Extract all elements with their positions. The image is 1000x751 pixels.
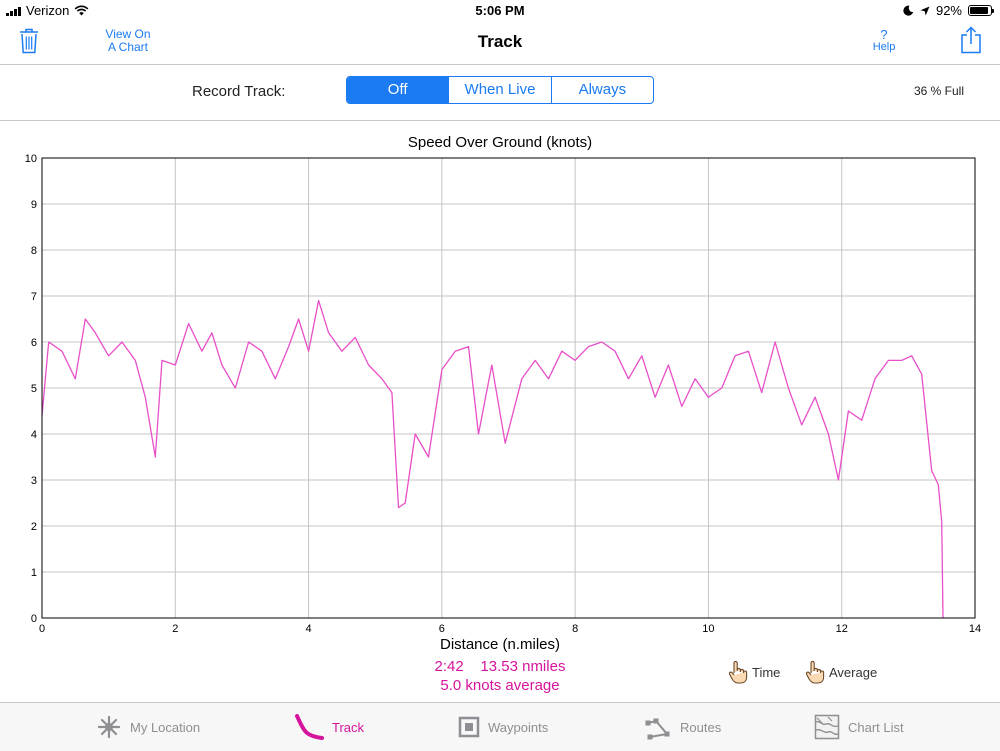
x-tick-label: 2 xyxy=(172,623,178,635)
speed-chart: 0 1 2 3 4 5 6 7 8 9 10 0 2 4 6 8 10 12 14 Speed Over Grou… xyxy=(0,130,1000,700)
tab-chart-list-label: Chart List xyxy=(848,719,904,735)
carrier-info: Verizon xyxy=(6,3,89,18)
tab-routes-label: Routes xyxy=(680,719,722,735)
chart-title: Speed Over Ground (knots) xyxy=(407,134,593,151)
help-icon: ? xyxy=(880,27,888,42)
time-option-button[interactable]: Time xyxy=(728,660,780,684)
y-tick-label: 3 xyxy=(31,475,37,487)
x-tick-label: 12 xyxy=(836,623,848,635)
plot-frame xyxy=(41,157,976,619)
help-button[interactable]: ? Help xyxy=(864,28,904,54)
y-tick-label: 4 xyxy=(31,429,37,441)
tab-routes[interactable]: Routes xyxy=(644,703,721,751)
x-axis-label: Distance (n.miles) xyxy=(439,636,561,653)
chart-list-icon xyxy=(814,714,840,740)
waypoints-icon xyxy=(458,716,480,738)
average-option-button[interactable]: Average xyxy=(805,660,877,684)
nav-bar: View On A Chart Track ? Help xyxy=(0,20,1000,65)
tab-track[interactable]: Track xyxy=(294,703,364,751)
tab-my-location-label: My Location xyxy=(130,719,201,735)
average-option-label: Average xyxy=(829,664,878,680)
tab-bar: My Location Track Waypoints Routes Chart… xyxy=(0,702,1000,751)
share-icon[interactable] xyxy=(960,26,982,54)
hand-pointer-icon xyxy=(805,660,825,684)
tab-chart-list[interactable]: Chart List xyxy=(814,703,904,751)
my-location-icon xyxy=(97,715,121,739)
view-on-chart-line1: View On xyxy=(105,27,151,41)
page-title: Track xyxy=(477,32,523,51)
y-tick-label: 10 xyxy=(25,153,37,165)
status-bar: Verizon 5:06 PM 92% xyxy=(0,0,1000,20)
status-time: 5:06 PM xyxy=(475,3,525,18)
x-tick-label: 4 xyxy=(306,623,312,635)
track-summary-distance: 2:42 13.53 nmiles xyxy=(434,658,566,675)
y-tick-label: 5 xyxy=(31,383,37,395)
y-tick-label: 2 xyxy=(31,521,37,533)
signal-icon xyxy=(6,6,21,16)
y-tick-label: 1 xyxy=(31,567,37,579)
y-tick-label: 9 xyxy=(31,199,37,211)
track-summary-average: 5.0 knots average xyxy=(440,677,560,694)
location-arrow-icon xyxy=(920,6,930,15)
battery-fill xyxy=(970,7,988,14)
record-track-segmented-control: Off When Live Always xyxy=(346,76,654,104)
speed-series-line xyxy=(41,299,944,619)
y-tick-label: 8 xyxy=(31,245,37,257)
wifi-icon xyxy=(75,5,89,16)
record-track-label: Record Track: xyxy=(192,83,286,100)
x-tick-label: 0 xyxy=(39,623,45,635)
routes-icon xyxy=(645,718,670,740)
carrier-name: Verizon xyxy=(26,3,70,18)
moon-icon xyxy=(903,5,914,16)
tab-my-location[interactable]: My Location xyxy=(96,703,200,751)
view-on-chart-line2: A Chart xyxy=(107,40,149,54)
view-on-chart-button[interactable]: View On A Chart xyxy=(98,28,158,54)
storage-status: 36 % Full xyxy=(913,84,964,98)
tab-waypoints-label: Waypoints xyxy=(488,719,549,735)
x-tick-label: 14 xyxy=(969,623,981,635)
status-right: 92% xyxy=(903,3,994,18)
hand-pointer-icon xyxy=(728,660,748,684)
y-tick-label: 0 xyxy=(31,613,37,625)
battery-icon xyxy=(968,5,994,16)
x-tick-label: 10 xyxy=(702,623,714,635)
x-tick-label: 6 xyxy=(439,623,445,635)
record-track-row: Record Track: Off When Live Always 36 % … xyxy=(0,65,1000,121)
tab-waypoints[interactable]: Waypoints xyxy=(458,703,548,751)
segment-always[interactable]: Always xyxy=(550,77,653,103)
y-tick-label: 6 xyxy=(31,337,37,349)
time-option-label: Time xyxy=(752,664,781,680)
trash-icon[interactable] xyxy=(19,28,39,54)
battery-percent: 92% xyxy=(935,3,962,18)
tab-track-label: Track xyxy=(332,719,365,735)
segment-when-live[interactable]: When Live xyxy=(448,77,550,103)
x-tick-label: 8 xyxy=(572,623,578,635)
track-icon xyxy=(295,714,324,740)
segment-off[interactable]: Off xyxy=(347,77,449,103)
y-tick-label: 7 xyxy=(31,291,37,303)
help-label: Help xyxy=(872,41,896,53)
